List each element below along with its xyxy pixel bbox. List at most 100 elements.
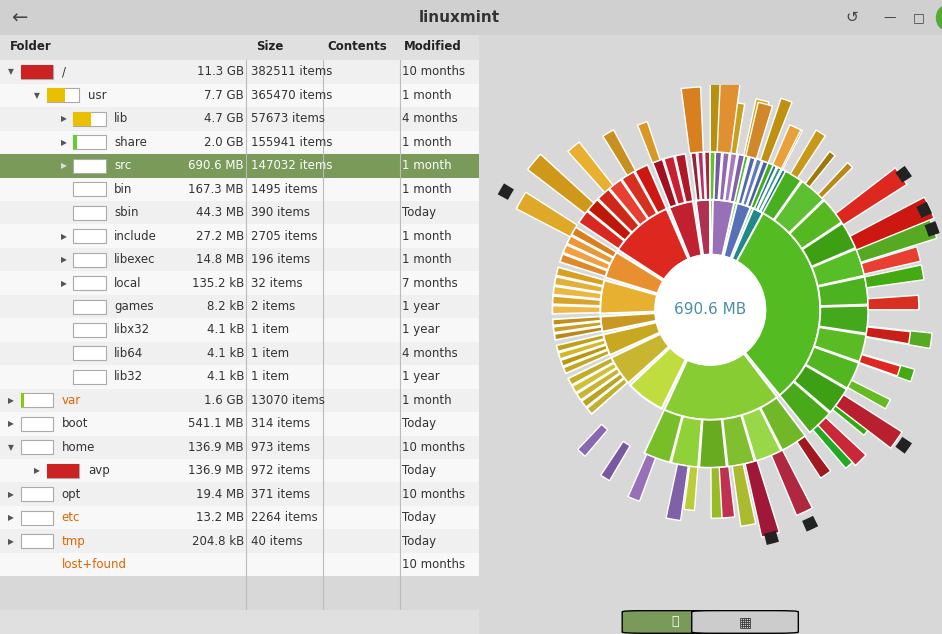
Wedge shape (724, 153, 737, 201)
Wedge shape (719, 152, 729, 200)
Bar (73, 323, 106, 337)
Text: 2 items: 2 items (252, 300, 296, 313)
Text: 365470 items: 365470 items (252, 89, 333, 102)
Wedge shape (717, 77, 740, 153)
Bar (47, 88, 79, 102)
Text: 147032 items: 147032 items (252, 159, 333, 172)
Bar (0, 389, 479, 412)
Text: 10 months: 10 months (402, 558, 465, 571)
Text: Today: Today (402, 534, 436, 548)
Text: 14.8 MB: 14.8 MB (196, 253, 244, 266)
Wedge shape (856, 219, 936, 262)
Text: games: games (114, 300, 154, 313)
Bar (0, 271, 479, 295)
Wedge shape (774, 181, 823, 233)
Wedge shape (745, 460, 779, 537)
Text: 19.4 MB: 19.4 MB (196, 488, 244, 501)
Text: 40 items: 40 items (252, 534, 303, 548)
Wedge shape (560, 254, 608, 276)
Text: —: — (884, 11, 897, 24)
Wedge shape (711, 467, 723, 519)
Wedge shape (720, 467, 735, 518)
Text: 135.2 kB: 135.2 kB (192, 276, 244, 290)
Bar (0, 131, 479, 154)
Text: 11.3 GB: 11.3 GB (197, 65, 244, 79)
Wedge shape (814, 327, 866, 362)
Wedge shape (718, 152, 748, 203)
Bar (47, 464, 79, 478)
Wedge shape (578, 211, 625, 249)
Wedge shape (675, 154, 693, 202)
Text: ▼: ▼ (8, 67, 14, 77)
Text: 2264 items: 2264 items (252, 511, 318, 524)
Wedge shape (572, 363, 617, 392)
Text: 1 year: 1 year (402, 323, 440, 337)
Text: ▶: ▶ (8, 536, 14, 546)
Wedge shape (744, 99, 769, 158)
Bar (0, 412, 479, 436)
Wedge shape (554, 327, 602, 340)
Wedge shape (516, 192, 577, 237)
Bar (73, 370, 106, 384)
Wedge shape (756, 167, 801, 220)
Text: 1 item: 1 item (252, 323, 289, 337)
Bar (0, 342, 479, 365)
Wedge shape (746, 102, 772, 158)
Wedge shape (865, 265, 924, 288)
Wedge shape (723, 203, 751, 259)
Wedge shape (805, 347, 859, 388)
Wedge shape (850, 197, 934, 250)
Text: 4.7 GB: 4.7 GB (204, 112, 244, 126)
Text: ▶: ▶ (60, 138, 67, 147)
Text: 1 item: 1 item (252, 347, 289, 360)
Text: linuxmint: linuxmint (419, 10, 500, 25)
Wedge shape (563, 245, 610, 270)
Text: 196 items: 196 items (252, 253, 311, 266)
Wedge shape (638, 122, 660, 163)
Text: 4 months: 4 months (402, 347, 458, 360)
Text: 1 month: 1 month (402, 230, 451, 243)
Text: 1 month: 1 month (402, 394, 451, 407)
Wedge shape (771, 450, 812, 515)
Text: 10 months: 10 months (402, 441, 465, 454)
Text: ▼: ▼ (8, 443, 14, 452)
Wedge shape (653, 159, 677, 207)
Bar (73, 158, 106, 172)
Text: ▶: ▶ (60, 114, 67, 124)
Bar (73, 205, 106, 219)
Text: ▶: ▶ (8, 489, 14, 499)
Wedge shape (776, 127, 803, 169)
Wedge shape (556, 268, 604, 286)
Wedge shape (557, 335, 604, 352)
Bar (0, 107, 479, 131)
Bar (0, 318, 479, 342)
Bar (0, 60, 479, 84)
Bar (73, 276, 106, 290)
Wedge shape (747, 161, 768, 207)
Bar (73, 112, 91, 126)
Bar (47, 88, 65, 102)
FancyBboxPatch shape (691, 611, 798, 633)
Wedge shape (497, 183, 514, 200)
Bar (21, 487, 53, 501)
Text: /: / (62, 65, 66, 79)
Text: 136.9 MB: 136.9 MB (188, 441, 244, 454)
Text: boot: boot (62, 417, 89, 430)
Text: ▶: ▶ (60, 161, 67, 171)
Bar (73, 135, 106, 149)
Wedge shape (588, 200, 631, 240)
Bar (21, 393, 53, 408)
Bar (21, 511, 53, 524)
Text: Today: Today (402, 464, 436, 477)
Text: opt: opt (62, 488, 81, 501)
Text: sbin: sbin (114, 206, 138, 219)
Wedge shape (833, 404, 869, 436)
Wedge shape (710, 72, 727, 152)
Wedge shape (836, 168, 907, 225)
Wedge shape (690, 153, 701, 200)
Text: Today: Today (402, 417, 436, 430)
Text: 1 month: 1 month (402, 136, 451, 149)
Text: 27.2 MB: 27.2 MB (196, 230, 244, 243)
Text: tmp: tmp (62, 534, 86, 548)
Text: 4.1 kB: 4.1 kB (206, 323, 244, 337)
